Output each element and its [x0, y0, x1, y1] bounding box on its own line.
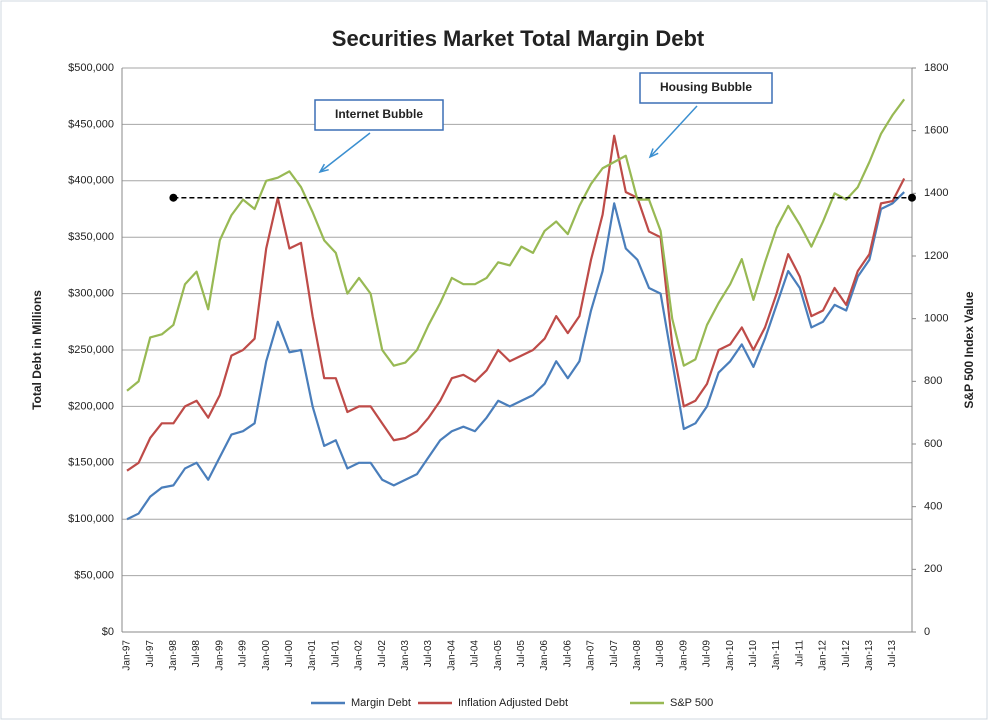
- y2-tick-label: 0: [924, 626, 930, 638]
- x-tick-label: Jan-02: [354, 640, 365, 671]
- y-tick-label: $50,000: [74, 570, 114, 582]
- annotation-arrowhead: [318, 163, 329, 174]
- x-tick-label: Jan-11: [771, 640, 782, 670]
- y2-tick-label: 1400: [924, 187, 948, 199]
- reference-dot: [908, 193, 916, 202]
- x-tick-label: Jul-11: [794, 640, 805, 667]
- x-tick-label: Jul-10: [748, 640, 759, 668]
- x-tick-label: Jul-06: [562, 640, 573, 668]
- x-tick-label: Jan-13: [864, 640, 875, 671]
- series-line: [126, 134, 906, 472]
- legend-label: Inflation Adjusted Debt: [458, 697, 568, 709]
- annotation-text: Housing Bubble: [660, 80, 752, 94]
- annotation-arrow: [319, 132, 371, 173]
- x-tick-label: Jul-02: [377, 640, 388, 668]
- x-tick-label: Jan-03: [400, 640, 411, 671]
- y2-tick-label: 1600: [924, 125, 948, 137]
- x-tick-label: Jul-03: [423, 640, 434, 668]
- y-tick-label: $350,000: [68, 231, 114, 243]
- y-tick-label: $100,000: [68, 513, 114, 525]
- x-tick-label: Jan-05: [493, 640, 504, 671]
- y-tick-label: $450,000: [68, 118, 114, 130]
- annotation-arrow: [649, 105, 698, 158]
- y-tick-label: $250,000: [68, 344, 114, 356]
- y2-tick-label: 200: [924, 563, 942, 575]
- legend-label: S&P 500: [670, 697, 713, 709]
- y-tick-label: $500,000: [68, 62, 114, 74]
- y2-tick-label: 400: [924, 501, 942, 513]
- reference-dot: [169, 193, 178, 202]
- x-tick-label: Jul-04: [470, 640, 481, 668]
- x-tick-label: Jul-97: [145, 640, 156, 668]
- y-tick-label: $200,000: [68, 400, 114, 412]
- x-tick-label: Jan-97: [122, 640, 133, 671]
- annotation-box: [314, 99, 444, 131]
- y-tick-label: $400,000: [68, 175, 114, 187]
- y2-tick-label: 1200: [924, 250, 948, 262]
- x-tick-label: Jan-06: [539, 640, 550, 671]
- y-tick-label: $150,000: [68, 457, 114, 469]
- x-tick-label: Jan-07: [586, 640, 597, 671]
- annotation-arrowhead: [648, 148, 659, 159]
- x-tick-label: Jul-09: [702, 640, 713, 668]
- x-tick-label: Jan-08: [632, 640, 643, 671]
- y2-tick-label: 800: [924, 375, 942, 387]
- x-tick-label: Jul-08: [655, 640, 666, 668]
- series-line: [126, 191, 905, 521]
- x-tick-label: Jan-04: [446, 640, 457, 671]
- annotation-box: [639, 72, 773, 104]
- chart-title: Securities Market Total Margin Debt: [332, 26, 705, 51]
- legend-label: Margin Debt: [351, 697, 411, 709]
- y-tick-label: $300,000: [68, 288, 114, 300]
- x-tick-label: Jan-09: [678, 640, 689, 671]
- y2-tick-label: 1000: [924, 313, 948, 325]
- annotation-text: Internet Bubble: [335, 107, 423, 121]
- x-tick-label: Jan-00: [261, 640, 272, 671]
- x-tick-label: Jul-98: [191, 640, 202, 668]
- x-tick-label: Jan-10: [725, 640, 736, 671]
- x-tick-label: Jul-00: [284, 640, 295, 668]
- x-tick-label: Jul-13: [887, 640, 898, 668]
- series-line: [126, 98, 906, 392]
- y-tick-label: $0: [102, 626, 114, 638]
- x-tick-label: Jul-12: [841, 640, 852, 668]
- x-tick-label: Jan-01: [307, 640, 318, 671]
- x-tick-label: Jul-99: [238, 640, 249, 668]
- x-tick-label: Jul-07: [609, 640, 620, 668]
- x-tick-label: Jul-05: [516, 640, 527, 668]
- y-axis-title: Total Debt in Millions: [30, 290, 44, 410]
- x-tick-label: Jan-98: [168, 640, 179, 671]
- x-tick-label: Jan-12: [818, 640, 829, 671]
- y2-axis-title: S&P 500 Index Value: [962, 291, 976, 409]
- y2-tick-label: 1800: [924, 62, 948, 74]
- y2-tick-label: 600: [924, 438, 942, 450]
- x-tick-label: Jul-01: [330, 640, 341, 668]
- x-tick-label: Jan-99: [214, 640, 225, 671]
